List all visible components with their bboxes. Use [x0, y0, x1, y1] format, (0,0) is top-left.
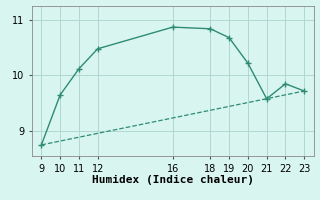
- X-axis label: Humidex (Indice chaleur): Humidex (Indice chaleur): [92, 175, 254, 185]
